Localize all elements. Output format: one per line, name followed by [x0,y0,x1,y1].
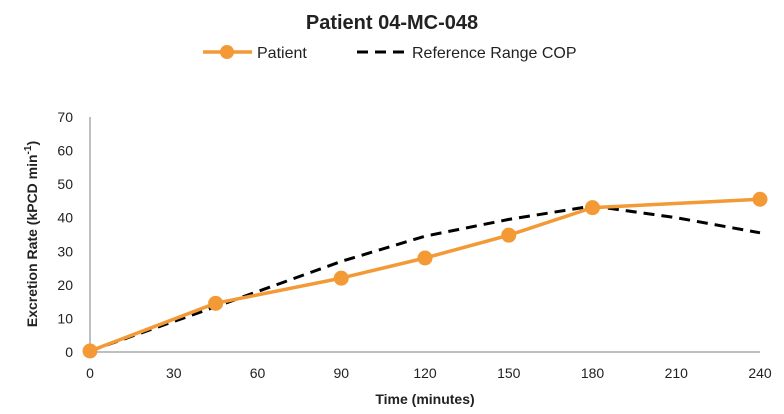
data-point-patient [333,270,349,286]
legend-label-reference-range-cop: Reference Range COP [412,45,577,62]
data-point-patient [417,250,433,266]
y-axis-label: Excretion Rate (kPCD min-1) [23,141,40,327]
x-tick-label: 60 [250,365,266,381]
y-tick-label: 20 [57,277,73,293]
x-tick-label: 30 [166,365,182,381]
series-line-reference-range-cop [89,204,761,353]
x-tick-label: 120 [413,365,437,381]
x-tick-label: 210 [665,365,689,381]
y-tick-label: 10 [57,310,73,326]
y-tick-label: 40 [57,210,73,226]
y-tick-label: 70 [57,109,73,125]
y-tick-label: 50 [57,176,73,192]
x-tick-label: 0 [86,365,94,381]
y-tick-label: 0 [65,344,73,360]
x-axis-ticks: 0 30 60 90 120 150 180 210 240 [86,365,772,381]
data-point-patient [501,227,517,243]
legend-label-patient: Patient [257,45,307,62]
y-axis-label-superscript: -1 [23,145,34,154]
y-axis-label-close: ) [24,141,40,146]
chart-title: Patient 04-MC-048 [306,12,478,34]
y-axis-label-main: Excretion Rate (kPCD min [24,154,40,327]
legend: Patient Reference Range COP [203,45,577,62]
x-tick-label: 150 [497,365,521,381]
x-axis-label: Time (minutes) [375,391,474,407]
data-point-patient [82,343,98,359]
data-point-patient [752,191,768,207]
data-point-patient [585,200,600,216]
legend-swatch-patient-marker [220,45,234,59]
data-point-patient [208,295,224,311]
series-layer [82,191,768,359]
y-tick-label: 60 [57,143,73,159]
series-line-patient [89,197,761,353]
x-tick-label: 240 [748,365,772,381]
x-tick-label: 90 [333,365,349,381]
x-tick-label: 180 [581,365,605,381]
y-tick-label: 30 [57,243,73,259]
y-axis-ticks: 0 10 20 30 40 50 60 70 [57,109,73,360]
